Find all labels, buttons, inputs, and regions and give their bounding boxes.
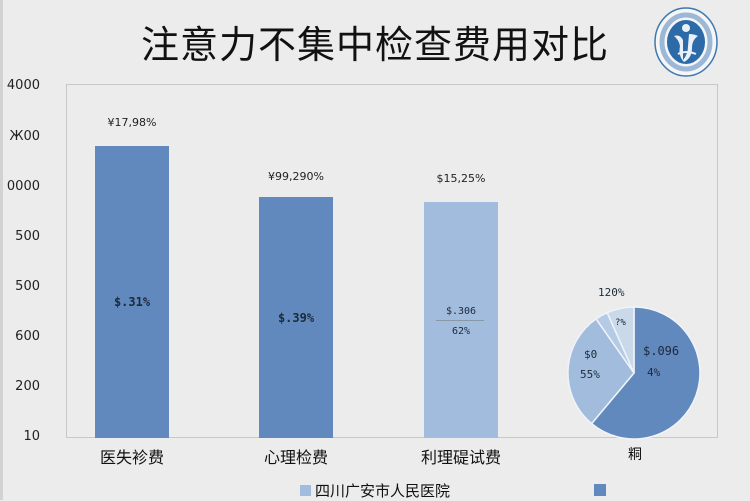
bar-top-label: ¥99,290% (268, 170, 324, 183)
x-category-label: 利理碮试费 (420, 448, 501, 467)
x-category-label: 心理检费 (263, 448, 328, 467)
y-tick: Ж00 (9, 129, 40, 144)
pie-slice-label: 55% (580, 368, 600, 381)
x-category-label: 医失袗费 (99, 448, 164, 467)
legend: 四川广安市人民医院 (300, 480, 450, 501)
bar-inner-label: $.306 (445, 306, 477, 317)
label-underline (436, 320, 484, 321)
bar-1 (95, 146, 169, 438)
x-category-label: 粡 (628, 447, 642, 463)
legend-swatch-dark (594, 484, 606, 496)
bar-top-label: $15,25% (436, 172, 486, 185)
chart-title: 注意力不集中检查费用对比 (140, 23, 609, 67)
pie-slice-label: $.096 (643, 344, 680, 358)
frame-edge (0, 0, 3, 500)
y-tick: 500 (15, 279, 40, 294)
pie-slice-label: 4% (647, 366, 661, 379)
y-tick: 0000 (6, 179, 40, 194)
y-tick: 4000 (6, 78, 40, 93)
bar-inner-label: 62% (451, 326, 471, 337)
hospital-logo-icon (652, 4, 720, 78)
bar-inner-label: $.39% (277, 311, 315, 325)
y-tick: 500 (15, 229, 40, 244)
pie-chart (567, 306, 701, 440)
y-tick: 10 (23, 429, 40, 444)
y-tick: 200 (15, 379, 40, 394)
pie-top-label: 120% (598, 286, 625, 299)
legend-swatch-light (300, 485, 311, 496)
bar-top-label: ¥17,98% (107, 116, 157, 129)
bar-2 (259, 197, 333, 438)
legend-label: 四川广安市人民医院 (315, 482, 451, 500)
y-tick: 600 (15, 329, 40, 344)
bar-inner-label: $.31% (113, 295, 151, 309)
pie-slice-label: $0 (584, 348, 598, 361)
pie-slice-label: ?% (615, 318, 626, 328)
